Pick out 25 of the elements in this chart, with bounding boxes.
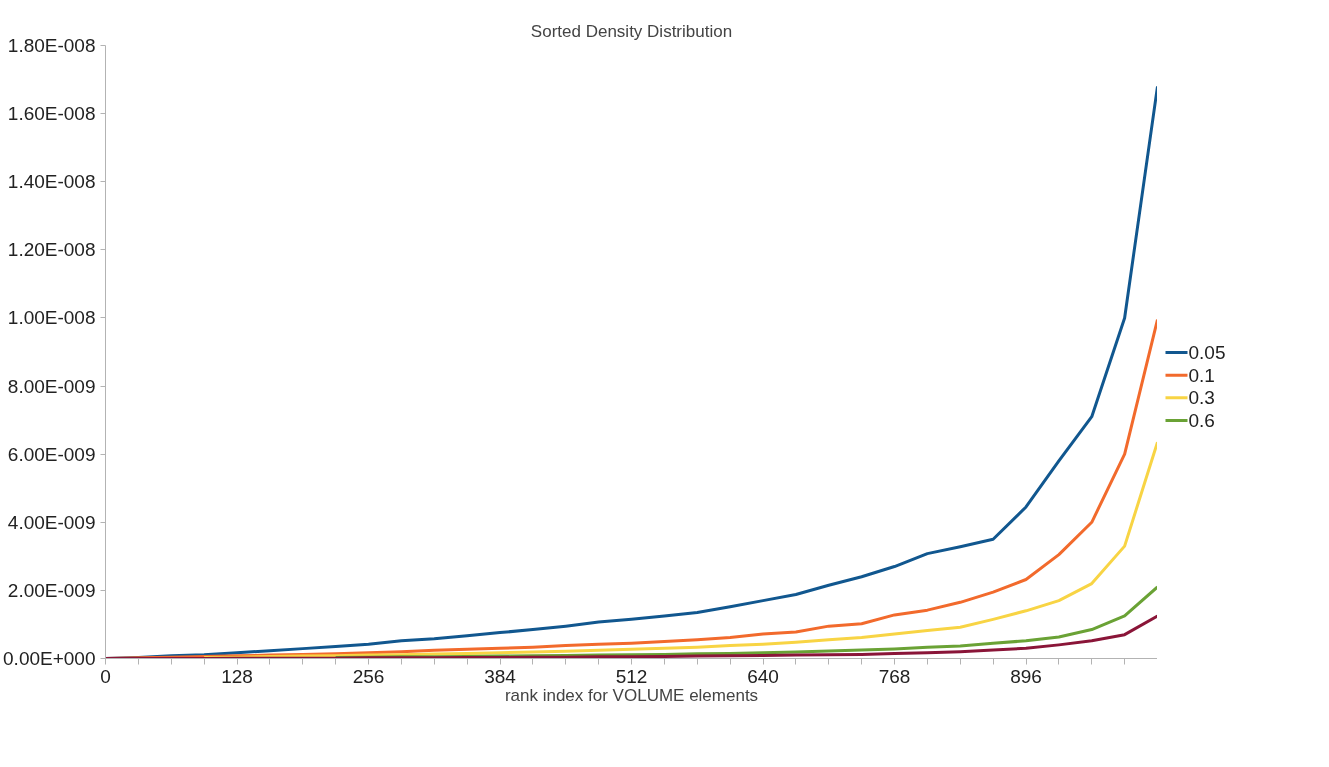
x-tick-label: 768 xyxy=(878,665,911,687)
y-tick-label: 2.00E-009 xyxy=(7,579,96,601)
x-tick-label: 256 xyxy=(352,665,385,687)
legend-label: 0.05 xyxy=(1188,341,1226,363)
y-tick-label: 1.00E-008 xyxy=(7,307,96,329)
y-tick-label: 1.40E-008 xyxy=(7,171,96,193)
y-tick-label: 4.00E-009 xyxy=(7,511,96,533)
x-tick-label: 384 xyxy=(484,665,517,687)
x-tick-label: 640 xyxy=(747,665,779,687)
legend-label: 0.1 xyxy=(1188,364,1215,386)
chart-title: Sorted Density Distribution xyxy=(530,21,733,41)
x-tick-label: 0 xyxy=(100,665,111,687)
legend-label: 0.3 xyxy=(1188,387,1215,409)
y-tick-label: 1.60E-008 xyxy=(7,103,96,125)
y-tick-label: 1.20E-008 xyxy=(7,239,96,261)
y-tick-label: 1.80E-008 xyxy=(7,35,96,56)
line-series xyxy=(202,440,1157,659)
x-tick-label: 512 xyxy=(615,665,648,687)
x-axis-title: rank index for VOLUME elements xyxy=(504,685,759,705)
y-tick-label: 8.00E-009 xyxy=(7,375,96,397)
x-tick-label: 896 xyxy=(1010,665,1042,687)
y-tick-label: 0.00E+000 xyxy=(3,648,96,669)
legend-label: 0.6 xyxy=(1188,409,1215,431)
x-tick-label: 128 xyxy=(221,665,253,687)
y-tick-label: 6.00E-009 xyxy=(7,443,96,465)
